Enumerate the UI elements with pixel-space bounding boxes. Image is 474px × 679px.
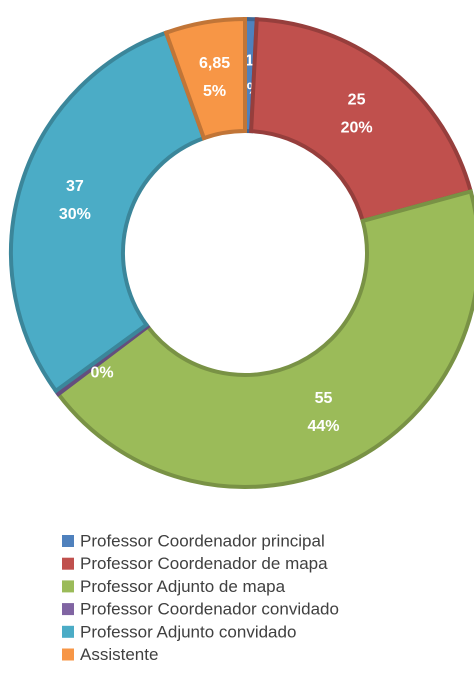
legend-swatch [62,535,74,547]
percent-label: 5% [203,83,226,100]
legend-label: Professor Coordenador de mapa [80,554,328,573]
legend-swatch [62,580,74,593]
legend-swatch [62,557,74,570]
legend-label: Professor Coordenador convidado [80,600,339,619]
donut-slice [163,16,247,141]
value-label: 25 [348,92,366,109]
percent-label: 20% [341,120,373,137]
legend-label: Professor Adjunto convidado [80,622,296,641]
donut-slice [9,30,207,394]
legend-swatch [62,603,74,616]
legend-label: Professor Adjunto de mapa [80,577,286,596]
percent-label: 44% [307,418,339,435]
legend-label: Assistente [80,645,158,664]
legend-swatch [62,648,74,661]
donut-slice [249,17,474,224]
donut-slice [55,189,474,489]
value-label: 6,85 [199,55,230,72]
value-label: 37 [66,178,84,195]
percent-label: 30% [59,206,91,223]
percent-label: 0% [91,364,114,381]
legend-swatch [62,625,74,638]
legend-label: Professor Coordenador principal [80,531,325,550]
value-label: 55 [315,390,333,407]
value-label: 1 [245,52,254,69]
